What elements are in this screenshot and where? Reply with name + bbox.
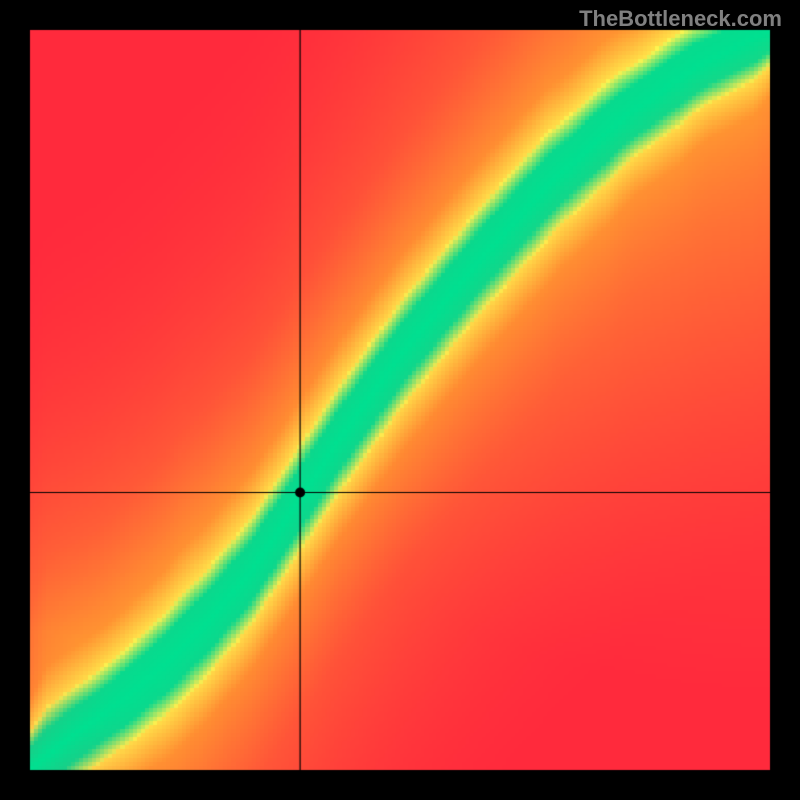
heatmap-canvas — [0, 0, 800, 800]
watermark-text: TheBottleneck.com — [579, 6, 782, 32]
chart-container: TheBottleneck.com — [0, 0, 800, 800]
